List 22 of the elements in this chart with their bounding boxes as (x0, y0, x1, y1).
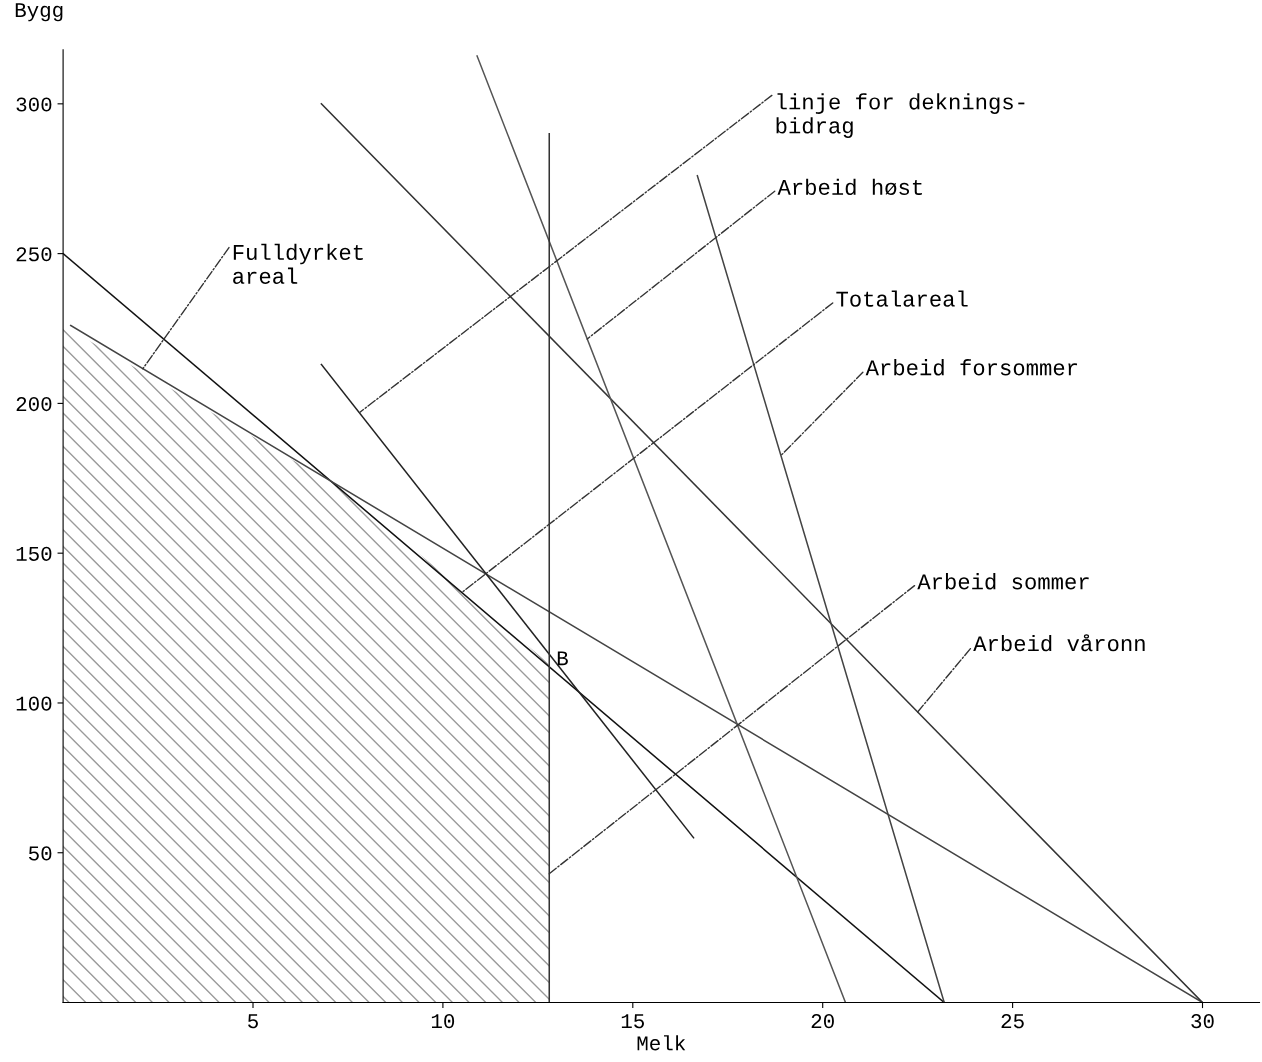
x-tick-label: 30 (1191, 1014, 1214, 1029)
x-axis-title: Melk (637, 1035, 686, 1051)
annotation: Arbeid forsommer (865, 359, 1078, 376)
annotation: Fulldyrket areal (233, 243, 363, 284)
x-tick-label: 15 (621, 1014, 644, 1029)
x-tick-label: 25 (1001, 1014, 1024, 1029)
y-tick-label: 100 (16, 696, 52, 711)
y-tick-label: 200 (16, 397, 52, 412)
y-tick-label: 250 (16, 247, 52, 262)
y-tick-label: 50 (28, 846, 52, 861)
annotation: Arbeid sommer (917, 573, 1089, 590)
y-axis-title: Bygg (15, 3, 63, 22)
annotation: linje for deknings- bidrag (776, 93, 1025, 138)
annotation: B (557, 651, 568, 666)
annotation: Arbeid våronn (973, 634, 1145, 652)
x-tick-label: 10 (431, 1014, 455, 1029)
y-tick-label: 300 (16, 97, 52, 112)
x-tick-label: 5 (248, 1014, 258, 1029)
annotation: Arbeid høst (777, 178, 922, 196)
y-tick-label: 150 (16, 546, 52, 561)
annotation: Totalareal (836, 290, 968, 307)
x-tick-label: 20 (811, 1014, 834, 1029)
